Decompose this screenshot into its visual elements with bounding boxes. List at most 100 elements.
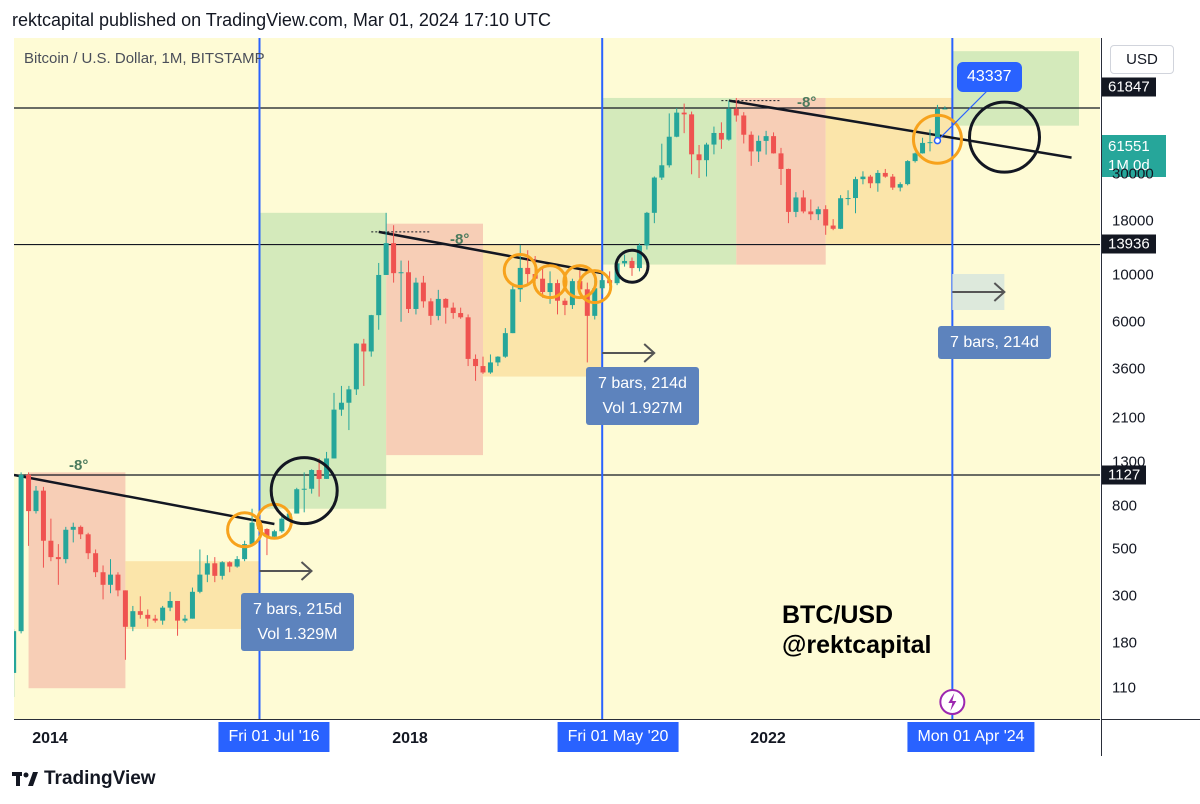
currency-button[interactable]: USD [1110,45,1174,74]
candle-body-61 [465,317,471,359]
candle-body-15 [122,590,128,627]
candle-body-7 [63,529,69,560]
price-popup[interactable]: 43337 [957,62,1022,92]
candle-body-44 [338,402,344,410]
trendline-2018 [378,230,603,275]
candle-body-109 [823,209,829,226]
candle-body-14 [115,574,121,591]
candle-body-25 [197,574,203,592]
orange-circle-2019d [577,269,613,305]
candle-body-114 [860,176,866,180]
axis-corner [1101,719,1200,756]
y-tick-8: 6000 [1112,313,1146,331]
candle-body-58 [443,298,449,308]
y-tick-5: 1300 [1112,453,1146,471]
candle-body-12 [100,572,106,585]
popup-pointer [937,87,991,142]
y-tick-0: 110 [1112,679,1136,697]
time-axis[interactable]: 2014 2018 2022 Fri 01 Jul '16 Fri 01 May… [14,719,1100,756]
candle-body-10 [85,534,91,554]
measure-arrow-1-head [300,561,313,581]
candle-body-17 [137,611,143,615]
chart-pane[interactable]: Bitcoin / U.S. Dollar, 1M, BITSTAMP -8° … [14,38,1100,719]
candle-body-13 [108,574,113,585]
zone-accum-2019 [483,244,603,377]
candle-body-101 [763,136,769,141]
x-tick-2022: 2022 [750,730,786,747]
popup-point [933,136,942,145]
candle-body-121 [912,153,918,162]
orange-circle-2016a [226,511,264,549]
candle-body-5 [48,540,54,558]
angle-label-2: -8° [450,231,470,248]
price-tag-13936: 13936 [1102,234,1156,254]
candle-body-84 [636,245,642,269]
candle-body-74 [562,300,568,306]
orange-circle-2019c [562,264,598,300]
candle-body-27 [212,563,218,576]
candle-body-57 [435,298,441,316]
candle-body-118 [890,176,896,188]
current-price: 61551 [1108,138,1150,155]
tradingview-logo-icon [12,772,38,786]
angle-label-3: -8° [797,94,817,111]
candle-body-91 [689,114,695,155]
candle-body-96 [726,108,732,140]
candle-body-113 [853,179,858,199]
candle-body-50 [383,243,389,275]
x-tick-2014: 2014 [32,730,68,747]
candle-body-24 [189,591,195,619]
candle-body-9 [78,526,84,535]
current-price-tag: 61551 1M 0d [1102,135,1166,177]
candle-body-94 [711,132,717,145]
candle-body-111 [838,198,844,229]
measure-box-1[interactable]: 7 bars, 215d Vol 1.329M [241,593,354,651]
candle-body-123 [927,142,933,144]
price-chart[interactable] [14,38,1100,719]
candle-body-83 [629,260,635,269]
candle-body-11 [93,553,99,573]
measure-box-3[interactable]: 7 bars, 214d [938,326,1051,359]
y-tick-2: 300 [1112,587,1138,605]
candle-body-79 [599,280,605,289]
y-tick-1: 180 [1112,634,1138,652]
publish-header: rektcapital published on TradingView.com… [12,10,551,30]
trendline-2022 [728,99,1072,159]
measure-1-bars: 7 bars, 215d [253,601,342,618]
trendline-2014 [14,473,275,526]
orange-circle-2019b [532,264,568,300]
candle-body-77 [584,289,590,316]
candle-body-2 [26,474,32,512]
candle-body-20 [160,607,166,621]
measure-arrow-3-head [993,282,1006,302]
candle-body-39 [301,488,307,490]
candle-body-30 [234,559,240,567]
candle-body-49 [376,274,382,316]
candle-body-38 [294,489,300,514]
candle-body-56 [428,301,434,316]
zone-bull-2017 [259,212,387,509]
candle-body-86 [651,177,657,213]
candle-body-69 [525,267,531,275]
watermark-line2: @rektcapital [782,631,932,659]
candle-body-35 [271,531,277,537]
candle-body-115 [867,176,873,184]
candle-body-34 [264,529,270,537]
candle-body-19 [152,618,158,621]
measure-2-vol: Vol 1.927M [602,400,683,417]
candle-body-64 [487,362,493,373]
candle-body-117 [882,172,888,177]
candle-body-72 [547,283,553,293]
y-tick-9: 10000 [1112,266,1154,284]
watermark-line1: BTC/USD [782,601,894,629]
candle-body-29 [227,562,233,567]
candle-body-105 [793,197,799,212]
candle-body-75 [569,281,575,306]
candle-body-22 [175,600,181,621]
watermark: BTC/USD @rektcapital [782,600,931,660]
y-tick-4: 800 [1112,497,1138,515]
measure-box-2[interactable]: 7 bars, 214d Vol 1.927M [586,367,699,425]
price-axis[interactable]: USD 61847 61551 1M 0d 13936 1127 110 180 3… [1101,38,1200,719]
candle-body-73 [555,283,560,301]
footer: TradingView [12,768,156,790]
